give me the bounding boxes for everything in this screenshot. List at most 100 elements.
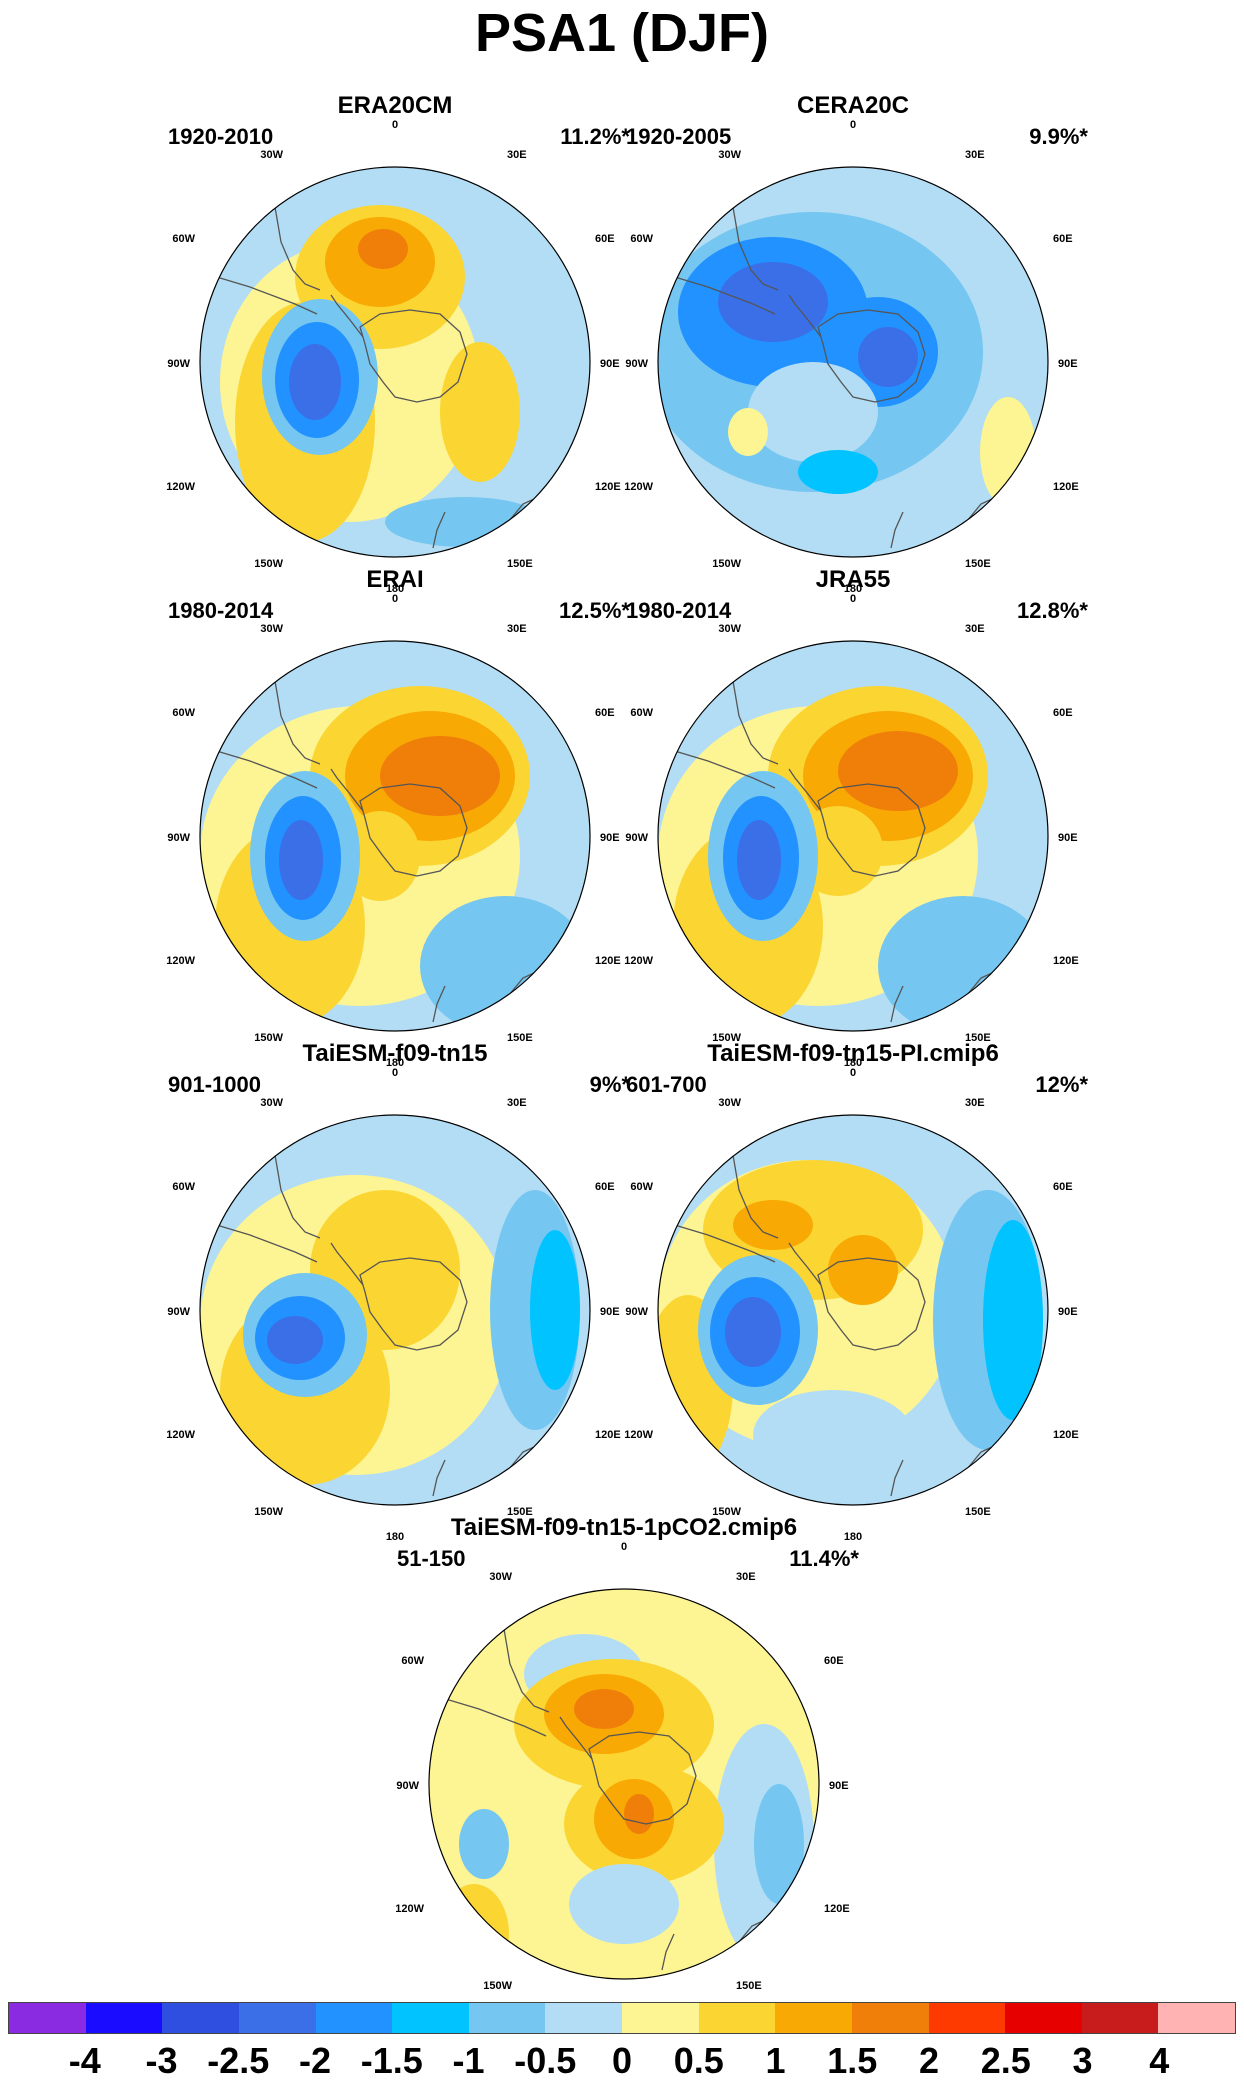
new-zealand-coastline bbox=[890, 985, 904, 1023]
longitude-label: 120E bbox=[1053, 955, 1079, 967]
longitude-label: 30E bbox=[507, 1097, 527, 1109]
antarctic-peninsula bbox=[788, 1242, 822, 1286]
variance-percent: 12.8%* bbox=[1017, 598, 1088, 623]
longitude-label: 120E bbox=[1053, 1429, 1079, 1441]
longitude-label: 150W bbox=[712, 1032, 741, 1044]
antarctic-peninsula bbox=[330, 294, 364, 338]
longitude-label: 150E bbox=[965, 1032, 991, 1044]
antarctica-coastline bbox=[588, 1731, 697, 1825]
contour-region bbox=[380, 736, 500, 816]
longitude-label: 120W bbox=[166, 955, 195, 967]
main-title: PSA1 (DJF) bbox=[474, 3, 770, 63]
variance-percent: 9%* bbox=[589, 1072, 630, 1097]
contour-region bbox=[574, 1689, 634, 1729]
colorbar bbox=[8, 2002, 1236, 2034]
contour-region bbox=[358, 229, 408, 269]
longitude-label: 30W bbox=[260, 623, 283, 635]
period-label: 1920-2005 bbox=[626, 124, 732, 149]
longitude-label: 120E bbox=[595, 1429, 621, 1441]
colorbar-tick-label: 4 bbox=[1149, 2040, 1170, 2081]
longitude-label: 90E bbox=[600, 832, 620, 844]
map-panel-jra55: 0 30W 30E 60W 60E 90W 90E 120W 120E 150W 150E 180 J… bbox=[613, 566, 1093, 1069]
antarctica-coastline bbox=[359, 1257, 468, 1351]
longitude-label: 90W bbox=[167, 358, 190, 370]
panel-title: TaiESM-f09-tn15-PI.cmip6 bbox=[707, 1040, 999, 1067]
longitude-label: 30W bbox=[718, 149, 741, 161]
colorbar-segment bbox=[238, 2003, 316, 2033]
longitude-label: 120W bbox=[166, 1429, 195, 1441]
colorbar-segment bbox=[851, 2003, 929, 2033]
colorbar-tick-label: -2.5 bbox=[207, 2040, 270, 2081]
longitude-label: 90E bbox=[600, 358, 620, 370]
colorbar-labels: -4 -3 -2.5 -2 -1.5 -1 -0.5 0 0.5 1 1.5 2 2.5 3 4 bbox=[8, 2040, 1236, 2082]
contour-region bbox=[748, 362, 878, 462]
colorbar-segment bbox=[468, 2003, 546, 2033]
colorbar-segment bbox=[1005, 2003, 1082, 2033]
map-panel-era20cm: 0 30W 30E 60W 60E 90W 90E 120W 120E 150W 150E 180 E… bbox=[155, 92, 635, 595]
panel-title: ERAI bbox=[366, 566, 424, 593]
longitude-label: 180 bbox=[844, 1531, 862, 1543]
contour-region bbox=[569, 1864, 679, 1944]
colorbar-tick-label: -3 bbox=[145, 2040, 178, 2081]
map-panel-cera20c: 0 30W 30E 60W 60E 90W 90E 120W 120E 150W 150E 180 C… bbox=[613, 92, 1093, 595]
longitude-label: 150E bbox=[507, 1506, 533, 1518]
longitude-label: 0 bbox=[850, 119, 856, 131]
longitude-label: 60E bbox=[1053, 707, 1073, 719]
colorbar-segment bbox=[775, 2003, 852, 2033]
polar-map: 0 30W 30E 60W 60E 90W 90E 120W 120E 150W 150E 180 bbox=[624, 1067, 1079, 1543]
longitude-label: 60E bbox=[1053, 1181, 1073, 1193]
colorbar-tick-label: -0.5 bbox=[514, 2040, 577, 2081]
colorbar-tick-label: -2 bbox=[298, 2040, 332, 2081]
variance-percent: 9.9%* bbox=[1029, 124, 1088, 149]
contour-region bbox=[279, 820, 323, 900]
longitude-label: 60W bbox=[401, 1655, 424, 1667]
antarctic-peninsula bbox=[330, 1242, 364, 1286]
longitude-label: 30E bbox=[965, 623, 985, 635]
longitude-label: 120W bbox=[166, 481, 195, 493]
map-border bbox=[657, 640, 1049, 1032]
longitude-label: 90W bbox=[625, 358, 648, 370]
map-panel-taiesm-pi: 0 30W 30E 60W 60E 90W 90E 120W 120E 150W 150E 180 T… bbox=[613, 1040, 1093, 1543]
longitude-label: 90W bbox=[625, 1306, 648, 1318]
longitude-label: 150E bbox=[507, 1032, 533, 1044]
map-border bbox=[657, 1114, 1049, 1506]
colorbar-segment bbox=[622, 2003, 699, 2033]
polar-map: 0 30W 30E 60W 60E 90W 90E 120W 120E 150W 150E 180 bbox=[624, 593, 1079, 1069]
longitude-label: 150W bbox=[254, 558, 283, 570]
colorbar-segment bbox=[928, 2003, 1006, 2033]
map-border bbox=[199, 166, 591, 558]
contour-region bbox=[828, 1235, 898, 1305]
longitude-label: 30E bbox=[965, 1097, 985, 1109]
longitude-label: 30W bbox=[718, 1097, 741, 1109]
longitude-label: 120W bbox=[624, 955, 653, 967]
longitude-label: 60E bbox=[1053, 233, 1073, 245]
polar-map: 0 30W 30E 60W 60E 90W 90E 120W 120E 150W 150E 180 bbox=[166, 1067, 621, 1543]
longitude-label: 90E bbox=[1058, 358, 1078, 370]
contour-region bbox=[753, 1390, 913, 1480]
variance-percent: 12.5%* bbox=[559, 598, 630, 623]
colorbar-tick-label: 1.5 bbox=[827, 2040, 878, 2081]
period-label: 601-700 bbox=[626, 1072, 707, 1097]
colorbar-tick-label: 1 bbox=[765, 2040, 786, 2081]
longitude-label: 180 bbox=[386, 583, 404, 595]
longitude-label: 150W bbox=[254, 1506, 283, 1518]
longitude-label: 150E bbox=[965, 558, 991, 570]
south-america-coastline bbox=[658, 271, 776, 315]
south-america-coastline bbox=[658, 1219, 776, 1263]
longitude-label: 180 bbox=[386, 1057, 404, 1069]
period-label: 51-150 bbox=[397, 1546, 466, 1571]
antarctic-peninsula bbox=[330, 768, 364, 812]
colorbar-tick-label: 2.5 bbox=[980, 2040, 1031, 2081]
longitude-label: 60W bbox=[630, 1181, 653, 1193]
longitude-label: 90E bbox=[1058, 1306, 1078, 1318]
south-america-coastline bbox=[200, 271, 318, 315]
polar-map: 0 30W 30E 60W 60E 90W 90E 120W 120E 150W 150E 180 bbox=[166, 593, 620, 1069]
longitude-label: 30E bbox=[507, 149, 527, 161]
south-america-coastline bbox=[200, 745, 318, 789]
longitude-label: 60E bbox=[595, 707, 615, 719]
variance-percent: 11.4%* bbox=[789, 1546, 859, 1571]
antarctica-coastline bbox=[817, 1257, 926, 1351]
longitude-label: 0 bbox=[392, 119, 398, 131]
map-panel-taiesm: 0 30W 30E 60W 60E 90W 90E 120W 120E 150W 150E 180 T… bbox=[155, 1040, 635, 1543]
longitude-label: 120W bbox=[395, 1903, 424, 1915]
